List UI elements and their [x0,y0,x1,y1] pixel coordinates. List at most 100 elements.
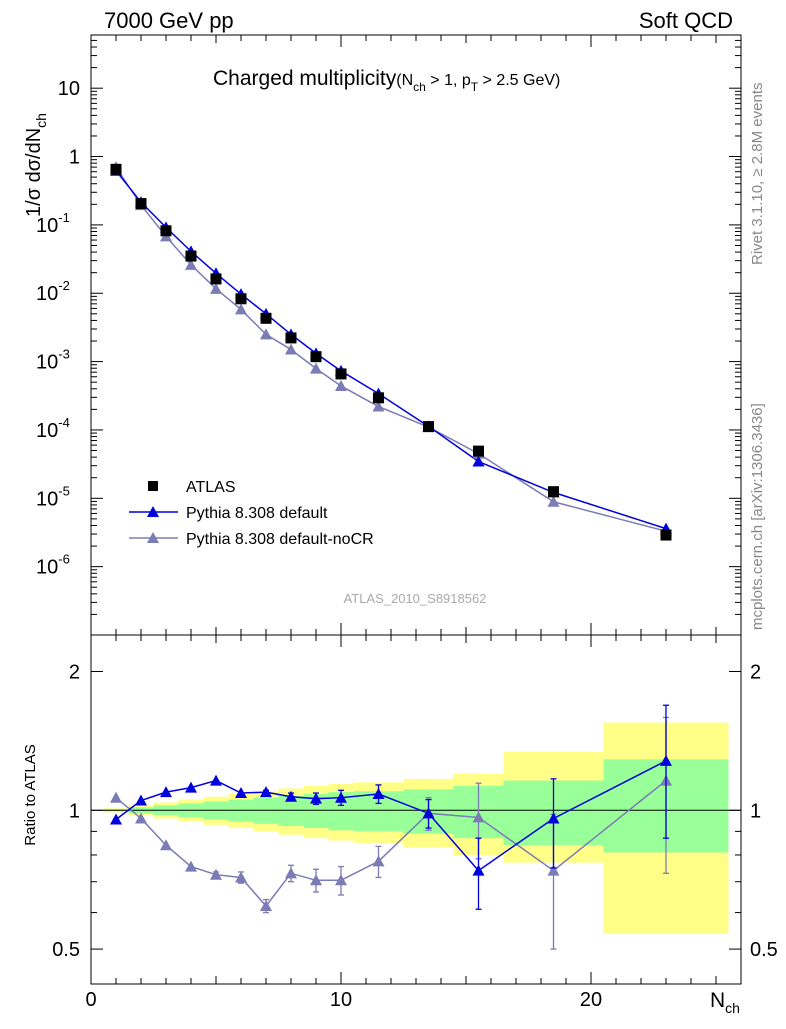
ratio-point-pythia-nocr [285,867,297,879]
point-atlas [548,486,559,498]
x-axis-label: Nch [710,989,740,1016]
ratio-point-pythia-default [472,864,485,876]
ratio-point-pythia-nocr [310,874,322,886]
ratio-point-pythia-default [660,754,672,766]
point-pythia-nocr [235,303,247,315]
ratio-point-pythia-default [185,781,197,793]
point-atlas [135,198,147,210]
ratio-point-pythia-default [235,787,247,799]
point-pythia-default [472,455,485,467]
main-ytick-label: 10-3 [36,347,70,374]
analysis-id: ATLAS_2010_S8918562 [344,591,487,606]
ratio-point-pythia-nocr [210,868,222,880]
title-cond3: > 2.5 GeV) [478,72,560,89]
ratio-point-pythia-default [260,786,272,798]
main-ytick-label: 10-1 [36,210,70,237]
ratio-ytick-label-right: 0.5 [750,939,778,961]
ratio-point-pythia-nocr [185,860,197,872]
legend-marker-atlas [148,481,158,491]
ratio-point-pythia-default [310,792,322,804]
ratio-point-pythia-nocr [235,871,247,883]
main-ytick-exponent: -2 [58,278,70,293]
main-ytick-label: 10-6 [36,552,70,579]
main-ytick-exponent: -4 [58,415,70,430]
title-cond2: > 1, p [426,72,471,89]
energy-label: 7000 GeV pp [104,8,234,33]
line-pythia-default [115,170,667,530]
point-atlas [260,312,272,324]
ratio-point-pythia-nocr [547,864,560,876]
point-pythia-nocr [260,328,272,340]
mcplots-label: mcplots.cern.ch [arXiv:1306.3436] [749,403,766,630]
point-atlas [373,392,384,404]
ratio-point-pythia-nocr [160,839,172,851]
point-pythia-nocr [185,258,197,270]
svg-text:1/σ dσ/dNch: 1/σ dσ/dNch [23,113,49,217]
main-ytick-label: 10-4 [36,415,70,442]
legend-label-nocr: Pythia 8.308 default-noCR [186,531,374,548]
point-atlas [423,421,434,433]
point-pythia-nocr [547,495,560,507]
ratio-ylabel: Ratio to ATLAS [22,744,39,845]
point-pythia-nocr [335,379,347,391]
point-pythia-nocr [310,362,322,374]
ratio-point-pythia-nocr [335,874,347,886]
main-ytick-exponent: -1 [58,210,70,225]
ratio-point-pythia-default [335,791,347,803]
rivet-label: Rivet 3.1.10, ≥ 2.8M events [749,83,766,266]
point-atlas [473,445,484,457]
main-panel: 10-6 10-5 10-4 10-3 10-2 10-1 1 10 ATLAS_2010_S… [36,34,742,636]
point-atlas [285,332,297,344]
ratio-point-pythia-default [110,813,122,825]
ratio-point-pythia-nocr [372,855,385,867]
point-atlas [660,529,672,541]
ratio-point-pythia-nocr [110,791,122,803]
main-ytick-exponent: -3 [58,347,70,362]
ratio-ytick-label-left: 0.5 [52,939,80,961]
main-ytick-label: 10-5 [36,483,70,510]
ratio-ytick-label-left: 2 [69,662,80,684]
ratio-point-pythia-default [547,812,560,824]
ratio-ytick-label-right: 2 [750,662,761,684]
title-main: Charged multiplicity [213,67,397,90]
xtick-label: 0 [85,989,96,1011]
point-atlas [110,163,122,175]
xtick-label: 10 [330,989,352,1011]
ratio-point-pythia-nocr [135,812,147,824]
legend-label-atlas: ATLAS [186,479,236,496]
point-atlas [210,273,222,285]
point-atlas [310,351,322,363]
legend: ATLAS Pythia 8.308 default Pythia 8.308 … [129,479,374,548]
legend-label-default: Pythia 8.308 default [186,505,328,522]
title-cond-sub: ch [413,80,426,94]
point-pythia-nocr [285,343,297,355]
main-ytick-exponent: -6 [58,552,70,567]
main-ytick-exponent: -5 [58,483,70,498]
legend-marker-nocr [147,532,159,543]
ratio-point-pythia-default [422,807,435,819]
plot-title: Charged multiplicity(Nch > 1, pT > 2.5 G… [213,67,560,94]
main-ytick-label: 10-2 [36,278,70,305]
legend-marker-default [147,506,159,517]
ratio-point-pythia-default [210,774,222,786]
ratio-point-pythia-default [135,794,147,806]
point-pythia-nocr [210,282,222,294]
ratio-ytick-label-left: 1 [69,800,80,822]
point-atlas [160,225,172,237]
title-cond2-sub: T [471,80,479,94]
line-pythia-nocr [115,166,667,532]
ratio-ytick-label-right: 1 [750,800,761,822]
ratio-panel: 0.5 0.51 12 20 10 20 [52,634,778,1011]
xtick-label: 20 [580,989,602,1011]
point-atlas [235,293,247,305]
ratio-point-pythia-nocr [260,900,272,912]
point-atlas [185,250,197,262]
ratio-point-pythia-default [372,787,385,799]
ratio-point-pythia-default [160,786,172,798]
title-cond: (N [396,72,413,89]
ratio-point-pythia-default [285,790,297,802]
point-atlas [335,368,347,380]
point-pythia-nocr [372,400,385,412]
main-ytick-label: 1 [69,147,80,169]
